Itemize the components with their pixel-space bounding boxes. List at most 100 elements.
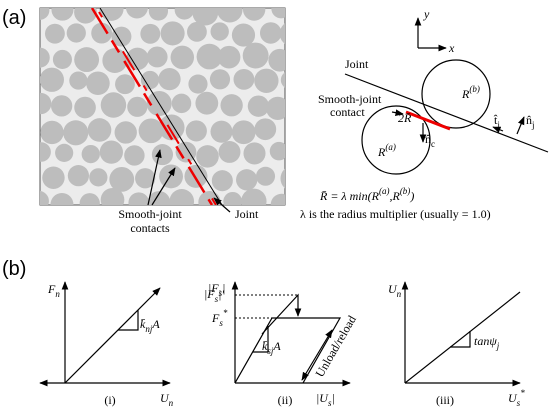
particle: [241, 188, 267, 205]
particle: [40, 92, 52, 115]
label: Smooth-joint: [118, 207, 182, 221]
particle: [268, 48, 285, 72]
particle: [135, 168, 156, 189]
label: t̂j: [494, 113, 500, 130]
particle: [171, 93, 192, 114]
text-part: n: [55, 289, 60, 299]
label: k̄sjA: [262, 339, 281, 356]
label: Joint: [345, 57, 369, 71]
label: R̄ = λ min(R(a),R(b)): [319, 186, 414, 203]
note: λ is the radius multiplier (usually = 1.…: [300, 207, 491, 221]
label: Smooth-joint: [318, 92, 382, 106]
particle: [271, 8, 285, 19]
particle: [86, 71, 110, 96]
particle: [216, 8, 243, 23]
joint-lines: [90, 8, 223, 205]
pointer: [213, 197, 231, 213]
caption: (i): [104, 393, 115, 407]
label: |Fs|: [208, 281, 225, 298]
particle: [51, 8, 74, 21]
peak-path: [261, 293, 302, 335]
particle: [50, 193, 74, 205]
particle: [195, 91, 219, 115]
text-part: (a): [385, 142, 396, 152]
text-part: s: [517, 398, 521, 408]
text-part: |F: [208, 281, 219, 295]
text-part: k̄: [262, 339, 268, 353]
text-part: A: [151, 317, 160, 331]
particle: [40, 47, 50, 68]
particle: [247, 95, 270, 117]
particle: [102, 48, 128, 74]
particle: [40, 8, 50, 20]
particle: [115, 74, 135, 95]
particle: [254, 68, 279, 93]
text-part: j: [496, 120, 500, 130]
particle: [74, 8, 97, 24]
normal-arrow: [516, 116, 525, 135]
text-part: j: [496, 341, 500, 351]
particle: [63, 120, 89, 146]
text-part: U: [160, 391, 170, 405]
particle: [126, 47, 149, 71]
particle: [66, 23, 86, 43]
text-part: |: [222, 281, 225, 295]
pointer: [391, 109, 404, 116]
particle: [44, 23, 65, 44]
particle: [69, 71, 88, 90]
text-part: |F: [204, 287, 215, 301]
particle: [159, 164, 183, 189]
particle: [242, 8, 266, 21]
text-part: U: [508, 391, 518, 405]
text-part: *: [520, 388, 525, 398]
text-part: ,: [389, 189, 392, 203]
text-part: A: [272, 339, 281, 353]
particle: [255, 166, 276, 186]
axis-label: x: [448, 41, 455, 55]
label: n̂j: [526, 113, 535, 130]
axis-label: y: [423, 7, 430, 21]
particle: [67, 165, 90, 187]
slope-triangle: [253, 326, 269, 353]
panel-label: (b): [2, 258, 26, 280]
label: Joint: [235, 207, 259, 221]
particle: [174, 8, 195, 20]
label: Fn: [47, 282, 60, 299]
particle: [40, 190, 49, 205]
particle: [42, 166, 65, 189]
particle: [99, 140, 123, 164]
particle: [236, 169, 258, 191]
particle: [279, 23, 285, 44]
text-part: n: [397, 289, 402, 299]
particle: [87, 118, 112, 142]
particle: [210, 22, 229, 41]
particle: [109, 166, 135, 192]
label: contacts: [130, 221, 170, 235]
text-part: |U: [316, 391, 329, 405]
slope-triangle: [118, 310, 139, 331]
particle: [220, 94, 243, 117]
particle: [196, 43, 223, 70]
particle: [196, 145, 219, 168]
particle: [148, 8, 169, 21]
particle: [52, 49, 72, 69]
particle: [100, 187, 125, 205]
particle: [160, 21, 185, 46]
label: Un: [388, 282, 402, 299]
particle: [140, 70, 160, 90]
dilation-line: [404, 291, 521, 384]
label: 2R̄: [398, 111, 412, 125]
particle: [170, 45, 195, 70]
particle: [169, 189, 195, 205]
text-part: n̂: [425, 132, 431, 146]
label: n̂c: [425, 132, 435, 149]
particle: [223, 191, 243, 205]
pointer: [147, 149, 162, 206]
label: |Fs|': [204, 287, 224, 304]
label: tanψj: [474, 334, 500, 351]
particle: [280, 168, 285, 189]
particle: [233, 68, 255, 90]
caption: (iii): [436, 393, 454, 407]
text-part: t̂: [494, 113, 498, 127]
particle: [128, 192, 150, 205]
